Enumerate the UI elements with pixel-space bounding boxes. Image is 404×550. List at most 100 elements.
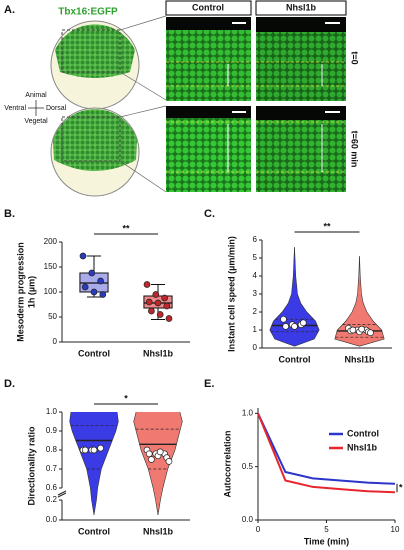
data-point [145, 450, 153, 458]
y-tick-label: 1.0 [46, 407, 58, 416]
y-tick-label: 0.9 [46, 426, 58, 435]
data-point [161, 294, 168, 302]
data-point [165, 315, 173, 322]
data-point [358, 325, 366, 333]
panel-label: C. [204, 208, 215, 220]
column-label: Control [192, 2, 224, 12]
y-tick-label: 0.0 [242, 515, 254, 524]
panel-label: E. [204, 378, 214, 390]
data-point [156, 311, 164, 318]
data-point [282, 323, 290, 330]
data-point [165, 458, 173, 465]
row-label: t=60 min [350, 131, 360, 168]
x-tick-label: 10 [391, 525, 400, 534]
compass-label: Ventral [4, 105, 26, 112]
panel-label: D. [4, 378, 15, 390]
violin-fill [133, 412, 183, 515]
data-point [280, 315, 287, 323]
significance-label: * [124, 393, 128, 403]
y-axis-label: Directionality ratio [26, 426, 36, 506]
line-series [257, 412, 396, 485]
y-tick-label: 0.2 [46, 495, 58, 504]
column-header [255, 0, 347, 16]
column-label: Nhsl1b [286, 2, 317, 12]
y-tick-label: 1 [253, 325, 258, 334]
y-tick-label: 100 [44, 287, 58, 296]
violin-fill [69, 412, 119, 515]
x-tick-label: Control [279, 354, 311, 364]
compass-label: Animal [25, 92, 47, 99]
x-tick-label: Nhsl1b [143, 348, 174, 358]
violin-fill [334, 256, 385, 347]
data-point [367, 329, 374, 337]
x-tick-label: Control [78, 526, 110, 536]
data-point [88, 269, 96, 277]
violin-outline [269, 247, 295, 347]
legend-label: Control [347, 428, 379, 438]
y-tick-label: 50 [48, 312, 57, 321]
row-label: t=0 [350, 51, 360, 64]
y-tick-label: 2 [253, 307, 258, 316]
data-point [145, 298, 153, 306]
violin-outline [133, 411, 159, 516]
data-point [90, 446, 98, 454]
violin-outline [93, 411, 119, 516]
y-tick-label: 0 [53, 337, 58, 346]
connector [119, 71, 167, 101]
connector [119, 15, 167, 31]
y-tick-label: 0.8 [46, 445, 58, 454]
y-axis-label: 1h (µm) [26, 276, 36, 308]
y-tick-label: 0 [253, 343, 258, 352]
violin-fill [269, 247, 320, 347]
violin-outline [69, 411, 95, 516]
y-tick-label: 5 [253, 253, 258, 262]
embryo-cells [55, 24, 135, 79]
panel-title: Tbx16:EGFP [58, 7, 118, 18]
axis-break [57, 490, 67, 496]
y-tick-label: 0.5 [242, 462, 254, 471]
data-point [148, 456, 155, 463]
y-tick-label: 4 [253, 271, 258, 280]
data-point [154, 299, 162, 307]
data-point [81, 283, 89, 291]
significance-label: * [399, 482, 403, 492]
x-tick-label: Nhsl1b [344, 354, 375, 364]
data-point [143, 281, 151, 288]
data-point [299, 319, 307, 327]
image-arrows [227, 22, 340, 172]
panel-label: A. [4, 4, 15, 16]
data-point [152, 291, 160, 298]
y-tick-label: 3 [253, 289, 258, 298]
violin-outline [294, 247, 320, 347]
data-point [99, 291, 107, 298]
data-point [81, 446, 89, 454]
legend-label: Nhsl1b [347, 442, 378, 452]
data-point [156, 448, 164, 456]
y-axis-label: Autocorrelation [222, 430, 232, 497]
y-axis-label: Instant cell speed (µm/min) [226, 236, 236, 352]
compass [28, 100, 44, 116]
violin-outline [334, 256, 360, 347]
x-tick-label: Nhsl1b [143, 526, 174, 536]
image-overlay [166, 61, 346, 173]
x-tick-label: Control [78, 348, 110, 358]
y-tick-label: 0.0 [46, 515, 58, 524]
y-tick-label: 150 [44, 262, 58, 271]
data-point [349, 326, 357, 334]
line-series [257, 412, 396, 494]
data-point [90, 288, 98, 296]
connector [119, 105, 167, 118]
data-point [291, 323, 298, 330]
data-point [97, 277, 104, 285]
y-tick-label: 200 [44, 237, 58, 246]
compass-label: Dorsal [46, 105, 67, 112]
roi-box [61, 116, 121, 162]
column-header [165, 0, 252, 16]
y-tick-label: 0.6 [46, 483, 58, 492]
significance-label: ** [323, 221, 331, 231]
data-point [148, 307, 155, 315]
violin-outline [359, 256, 385, 347]
data-point [97, 444, 104, 452]
connector [119, 160, 167, 193]
